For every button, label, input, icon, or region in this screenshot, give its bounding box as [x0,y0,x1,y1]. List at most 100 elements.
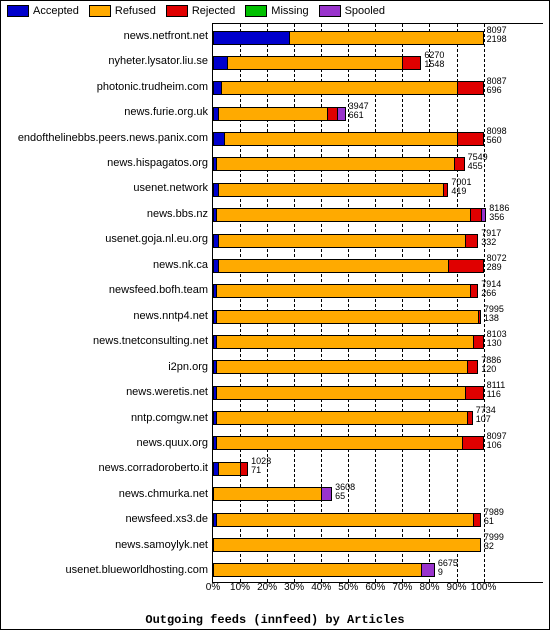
value-bot: 289 [487,263,507,272]
value-bot: 116 [487,390,506,399]
bar-segment [216,208,470,222]
bar-row: 8186356 [213,202,543,227]
value-bot: 61 [484,517,504,526]
bar-segment [457,81,484,95]
value-labels: 80972198 [487,26,507,44]
bar-segment [467,411,472,425]
bar-segment [443,183,448,197]
legend-label: Missing [271,5,308,17]
value-labels: 7734107 [476,406,496,424]
bar-stack [213,563,435,577]
feed-label: news.quux.org [7,430,212,455]
bar-row: 62701548 [213,49,543,74]
legend-swatch [7,5,29,17]
bar-stack [213,107,346,121]
bar-segment [478,310,481,324]
feed-label: news.corradoroberto.it [7,456,212,481]
value-bot: 138 [484,314,504,323]
value-labels: 3947661 [349,102,369,120]
x-tick-label: 60% [365,582,385,593]
value-bot: 2198 [487,35,507,44]
value-bot: 455 [468,162,488,171]
legend-swatch [319,5,341,17]
value-bot: 107 [476,415,496,424]
value-labels: 799932 [484,533,504,551]
feed-label: photonic.trudheim.com [7,74,212,99]
bar-segment [213,132,224,146]
x-tick-label: 100% [471,582,497,593]
value-bot: 9 [438,568,458,577]
bar-row: 3947661 [213,100,543,125]
bar-row: 8111116 [213,379,543,404]
legend-item: Refused [89,5,156,17]
bar-segment [216,284,470,298]
bar-segment [470,208,481,222]
bar-segment [213,56,227,70]
bar-segment [465,386,484,400]
y-axis-labels: news.netfront.netnyheter.lysator.liu.sep… [7,23,212,583]
bar-segment [467,360,478,374]
value-labels: 8186356 [489,204,509,222]
bar-row: 80972198 [213,24,543,49]
value-bot: 65 [335,492,355,501]
bar-row: 7917332 [213,227,543,252]
value-labels: 7886120 [481,356,501,374]
legend-item: Accepted [7,5,79,17]
bar-stack [213,132,484,146]
x-tick-label: 80% [419,582,439,593]
value-bot: 71 [251,466,271,475]
bar-segment [216,335,473,349]
value-labels: 7917332 [481,229,501,247]
bar-segment [218,183,443,197]
value-labels: 8087696 [487,77,507,95]
feed-label: news.samoylyk.net [7,532,212,557]
bar-stack [213,183,448,197]
bar-stack [213,436,484,450]
feed-label: endofthelinebbs.peers.news.panix.com [7,125,212,150]
chart-title: Outgoing feeds (innfeed) by Articles [1,613,549,627]
value-labels: 798961 [484,508,504,526]
bar-stack [213,310,481,324]
value-bot: 120 [481,365,501,374]
bar-row: 8098560 [213,125,543,150]
plot-area: 0%10%20%30%40%50%60%70%80%90%100% 809721… [212,23,543,583]
legend-label: Spooled [345,5,385,17]
x-tick-label: 30% [284,582,304,593]
bar-segment [216,386,465,400]
bar-segment [470,284,478,298]
bar-row: 798961 [213,506,543,531]
bar-segment [218,462,240,476]
value-bot: 32 [484,542,504,551]
bar-segment [421,563,435,577]
value-labels: 62701548 [424,51,444,69]
bar-segment [218,259,448,273]
bar-row: 66759 [213,557,543,582]
bar-segment [221,81,456,95]
legend-swatch [245,5,267,17]
bar-segment [216,513,473,527]
value-bot: 106 [487,441,507,450]
x-tick-label: 0% [206,582,220,593]
legend-swatch [89,5,111,17]
value-labels: 360865 [335,483,355,501]
bar-segment [213,487,321,501]
feed-label: news.tnetconsulting.net [7,328,212,353]
bar-row: 7549455 [213,151,543,176]
bar-stack [213,157,465,171]
bar-segment [218,107,326,121]
feed-label: news.weretis.net [7,379,212,404]
bar-stack [213,56,421,70]
feed-label: news.bbs.nz [7,201,212,226]
bar-segment [213,563,421,577]
bar-segment [216,310,478,324]
value-labels: 102371 [251,457,271,475]
value-labels: 8098560 [487,127,507,145]
feed-label: news.chmurka.net [7,481,212,506]
bar-segment [473,513,481,527]
value-labels: 7549455 [468,153,488,171]
bar-segment [213,81,221,95]
feed-label: usenet.goja.nl.eu.org [7,227,212,252]
feed-label: newsfeed.bofh.team [7,278,212,303]
bar-segment [289,31,484,45]
bar-row: 7001419 [213,176,543,201]
